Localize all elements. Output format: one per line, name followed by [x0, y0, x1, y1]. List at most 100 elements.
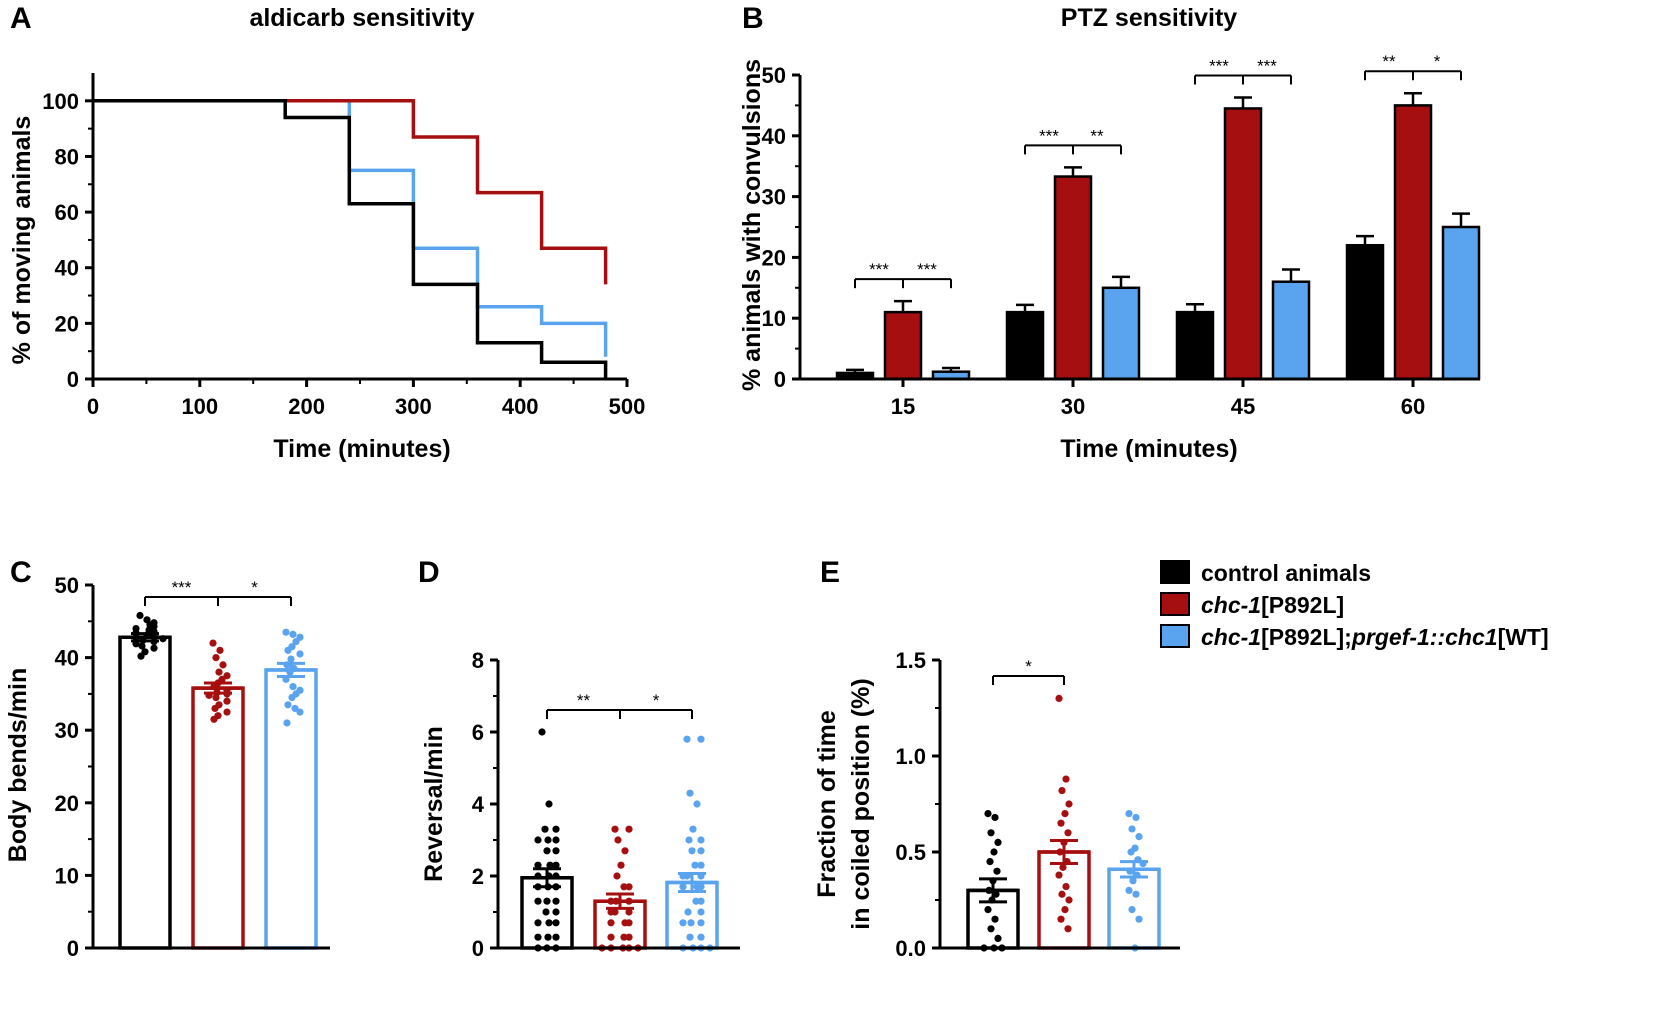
data-point-control: [552, 861, 560, 869]
data-point-rescue: [288, 693, 296, 702]
data-point-rescue: [1132, 813, 1140, 822]
legend-swatch-rescue: [1160, 624, 1190, 648]
legend-label-part: [P892L]: [1261, 592, 1344, 618]
y-tick-label: 50: [762, 63, 786, 88]
data-point-control: [552, 919, 560, 927]
data-point-mutant: [1055, 871, 1063, 879]
chart-title: aldicarb sensitivity: [249, 4, 474, 32]
y-axis-label: Fraction of time in coiled position (%): [813, 678, 875, 929]
y-tick-label: 1.0: [895, 744, 926, 769]
data-point-control: [546, 861, 554, 869]
data-point-mutant: [625, 919, 633, 927]
legend-label-part: rgef-1::chc1: [1366, 624, 1498, 650]
y-axis-label: Reversal/min: [420, 726, 448, 882]
legend-label-mutant: chc-1[P892L]: [1201, 592, 1344, 618]
data-point-mutant: [611, 825, 619, 833]
data-point-mutant: [625, 908, 633, 916]
series-line-control: [93, 99, 608, 379]
y-tick-label: 50: [55, 573, 79, 598]
data-point-rescue: [697, 735, 705, 743]
legend-label-part: [P892L];: [1261, 624, 1352, 650]
data-point-control: [552, 825, 560, 833]
data-point-rescue: [686, 933, 694, 941]
bar-mutant: [1393, 104, 1433, 381]
data-point-control: [544, 933, 552, 941]
data-point-mutant: [1057, 915, 1065, 923]
x-tick-label: 300: [395, 394, 432, 419]
data-point-mutant: [625, 883, 633, 891]
data-point-mutant: [607, 919, 615, 927]
data-point-mutant: [625, 933, 633, 941]
data-point-rescue: [296, 708, 304, 716]
bar-mutant: [1223, 107, 1263, 381]
data-point-mutant: [1059, 863, 1067, 871]
data-point-rescue: [697, 847, 705, 855]
data-point-rescue: [1125, 810, 1133, 818]
data-point-rescue: [1135, 833, 1143, 841]
bar-rescue: [1441, 225, 1481, 381]
panel-letter: E: [820, 556, 840, 589]
bar-rescue: [1101, 286, 1141, 381]
y-axis-label-line: Reversal/min: [420, 726, 448, 882]
legend-swatch-mutant: [1160, 592, 1190, 616]
data-point-control: [991, 915, 999, 923]
x-tick-label: 60: [1401, 394, 1425, 419]
y-tick-label: 2: [472, 864, 484, 889]
significance-stars: ***: [869, 260, 889, 279]
y-tick-label: 10: [762, 306, 786, 331]
legend: control animalschc-1[P892L]chc-1[P892L];…: [1160, 560, 1549, 650]
data-point-rescue: [287, 655, 295, 663]
y-tick-label: 6: [472, 720, 484, 745]
y-tick-label: 1.5: [895, 648, 926, 673]
data-point-mutant: [1064, 829, 1072, 837]
legend-label-part: chc-1: [1201, 592, 1261, 618]
panel-letter: B: [742, 2, 764, 35]
data-point-rescue: [679, 883, 687, 891]
y-tick-label: 60: [55, 200, 79, 225]
data-point-control: [552, 847, 560, 855]
panel-letter: D: [418, 556, 440, 589]
x-tick-label: 45: [1231, 394, 1255, 419]
x-tick-label: 100: [181, 394, 218, 419]
x-tick-label: 400: [502, 394, 539, 419]
data-point-mutant: [613, 872, 621, 880]
y-tick-label: 40: [762, 124, 786, 149]
bar-mutant: [191, 686, 245, 950]
data-point-rescue: [289, 683, 297, 691]
data-point-mutant: [1062, 882, 1070, 891]
y-tick-label: 40: [55, 646, 79, 671]
x-tick-label: 0: [87, 394, 99, 419]
x-axis-label: Time (minutes): [273, 435, 450, 463]
data-point-rescue: [697, 861, 705, 869]
data-point-control: [542, 908, 550, 916]
legend-swatch-control: [1160, 560, 1190, 584]
data-point-control: [552, 933, 560, 941]
data-point-mutant: [212, 693, 220, 702]
significance-stars: *: [653, 691, 660, 710]
significance-stars: ***: [1039, 126, 1059, 145]
y-tick-label: 80: [55, 144, 79, 169]
series-line-mutant: [285, 99, 608, 285]
x-tick-label: 30: [1061, 394, 1085, 419]
data-point-control: [545, 800, 553, 808]
y-axis-label-line: % animals with convulsions: [738, 59, 766, 391]
data-point-control: [534, 861, 542, 869]
data-point-rescue: [1128, 825, 1136, 833]
panel-letter: C: [10, 556, 32, 589]
data-point-rescue: [1125, 886, 1133, 895]
data-point-control: [150, 644, 158, 652]
data-point-mutant: [223, 697, 231, 705]
significance-stars: **: [577, 691, 591, 710]
data-point-control: [543, 897, 551, 905]
data-point-mutant: [212, 654, 220, 662]
bar-control: [1005, 310, 1045, 381]
data-point-rescue: [1127, 848, 1135, 856]
data-point-rescue: [284, 646, 292, 654]
data-point-control: [990, 848, 998, 856]
data-point-mutant: [223, 708, 231, 716]
data-point-mutant: [621, 847, 629, 855]
